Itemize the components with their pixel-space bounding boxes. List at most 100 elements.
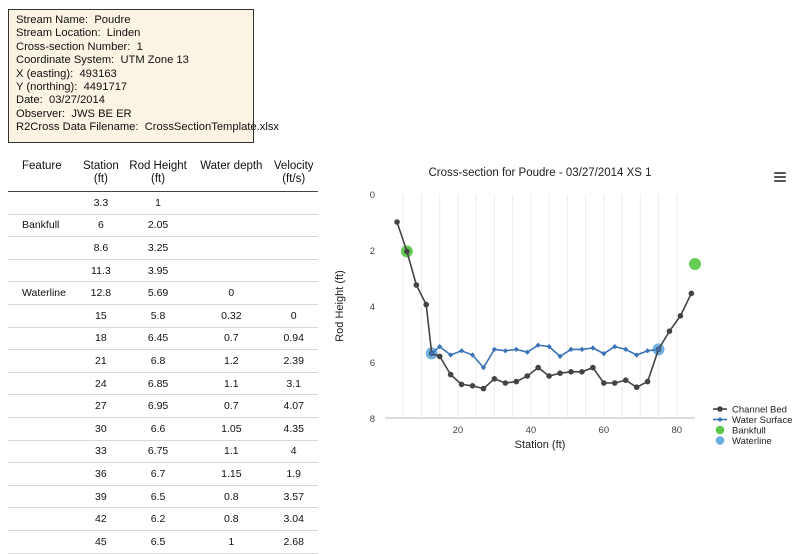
water-surface-point — [429, 350, 435, 356]
cell-station: 6 — [78, 214, 123, 238]
cell-station: 8.6 — [78, 236, 123, 260]
chart-svg: Cross-section for Poudre - 03/27/2014 XS… — [334, 167, 792, 451]
channel-bed-point — [423, 301, 430, 308]
y-axis-label: Rod Height (ft) — [334, 270, 346, 342]
cell-rod-height: 6.95 — [122, 394, 194, 418]
cell-velocity: 4.07 — [269, 394, 318, 418]
cell-water-depth: 0 — [193, 281, 270, 305]
info-row: Stream Name: Poudre — [16, 14, 246, 27]
water-surface-point — [513, 346, 519, 352]
channel-bed-point — [666, 328, 673, 334]
legend-waterline-symbol — [715, 436, 725, 445]
water-surface-point — [601, 351, 607, 357]
water-surface-line — [431, 344, 659, 369]
cell-station: 45 — [78, 530, 123, 554]
info-row: Observer: JWS BE ER — [16, 108, 246, 121]
cell-rod-height: 6.8 — [122, 349, 194, 373]
cell-velocity — [269, 259, 318, 283]
channel-bed-line — [396, 221, 693, 390]
chart-title: Cross-section for Poudre - 03/27/2014 XS… — [428, 167, 651, 179]
info-row: R2Cross Data Filename: CrossSectionTempl… — [16, 121, 279, 134]
chart-menu-icon[interactable] — [774, 172, 786, 182]
cell-rod-height: 2.05 — [122, 214, 194, 238]
header-rod-height: Rod Height (ft) — [122, 160, 194, 192]
cell-station: 12.8 — [78, 281, 123, 305]
table-row: 21 6.8 1.2 2.39 — [8, 349, 318, 373]
channel-bed-point — [404, 248, 410, 255]
channel-bed-point — [480, 385, 487, 392]
channel-bed-point — [611, 380, 618, 386]
cell-feature — [8, 507, 79, 531]
channel-bed-point — [394, 219, 400, 225]
header-feature: Feature — [8, 160, 79, 192]
cell-velocity: 2.68 — [269, 530, 318, 554]
table-row: 42 6.2 0.8 3.04 — [8, 507, 318, 531]
cell-water-depth — [193, 214, 270, 238]
info-label: Observer: — [16, 107, 66, 120]
cell-rod-height: 6.5 — [122, 485, 194, 509]
info-value: 1 — [136, 40, 143, 53]
water-surface-point — [524, 349, 530, 355]
cell-water-depth: 1.1 — [193, 440, 270, 464]
channel-bed-point — [568, 369, 574, 375]
cell-velocity — [269, 214, 318, 238]
channel-bed-point — [436, 353, 443, 360]
info-value: CrossSectionTemplate.xlsx — [144, 121, 280, 134]
channel-bed-point — [458, 381, 465, 388]
cell-station: 39 — [78, 485, 123, 509]
table-header-row: Feature Station (ft) Rod Height (ft) Water… — [8, 160, 318, 192]
channel-bed-point — [677, 313, 684, 319]
cell-water-depth: 1.15 — [193, 462, 270, 486]
cell-rod-height: 6.45 — [122, 327, 194, 351]
cell-water-depth: 0.32 — [193, 304, 270, 328]
table-row: 8.6 3.25 — [8, 236, 318, 260]
x-axis-label: Station (ft) — [515, 439, 566, 451]
cell-water-depth: 0.7 — [193, 394, 270, 418]
metadata-panel: Stream Name: Poudre Stream Location: Lind… — [8, 9, 279, 143]
cell-station: 15 — [78, 304, 123, 328]
cell-feature — [8, 327, 79, 351]
info-row: Stream Location: Linden — [16, 27, 246, 40]
cell-station: 27 — [78, 394, 123, 418]
channel-bed-point — [513, 378, 520, 385]
cell-feature: Bankfull — [8, 214, 79, 238]
legend-water-surface-label: Water Surface — [732, 415, 792, 426]
table-row: 30 6.6 1.05 4.35 — [8, 417, 318, 441]
channel-bed-point — [601, 380, 607, 386]
header-water-depth: Water depth — [193, 160, 270, 192]
table-row: 3.3 1 — [8, 191, 318, 215]
cell-feature — [8, 394, 79, 418]
info-label: Y (northing): — [16, 81, 78, 94]
cell-water-depth: 1.2 — [193, 349, 270, 373]
table-row: 18 6.45 0.7 0.94 — [8, 327, 318, 351]
info-label: Coordinate System: — [16, 54, 115, 67]
x-tick-label: 60 — [599, 425, 610, 436]
cell-water-depth: 1.05 — [193, 417, 270, 441]
cell-station: 3.3 — [78, 191, 123, 215]
cell-station: 21 — [78, 349, 123, 373]
cell-rod-height: 5.8 — [122, 304, 194, 328]
y-tick-label: 4 — [370, 302, 375, 313]
legend-water-surface-symbol — [717, 416, 723, 423]
info-label: Cross-section Number: — [16, 40, 131, 53]
cell-velocity: 4 — [269, 440, 318, 464]
cell-rod-height: 6.85 — [122, 372, 194, 396]
info-value: Poudre — [94, 14, 131, 26]
water-surface-point — [469, 352, 476, 358]
table-row: 45 6.5 1 2.68 — [8, 530, 318, 554]
legend-channel-bed-label: Channel Bed — [732, 405, 787, 416]
cell-station: 11.3 — [78, 259, 123, 283]
cell-station: 42 — [78, 507, 123, 531]
cell-feature — [8, 530, 79, 554]
cell-velocity: 1.9 — [269, 462, 318, 486]
legend-bankfull-symbol — [715, 425, 725, 435]
cell-water-depth: 1 — [193, 530, 270, 554]
cell-feature — [8, 191, 79, 215]
y-tick-label: 0 — [370, 190, 375, 201]
y-tick-label: 6 — [370, 358, 375, 369]
cell-water-depth: 1.1 — [193, 372, 270, 396]
cell-velocity — [269, 281, 318, 305]
info-row: X (easting): 493163 — [16, 68, 246, 81]
cell-rod-height: 5.69 — [122, 281, 194, 305]
legend-waterline-label: Waterline — [732, 436, 772, 447]
